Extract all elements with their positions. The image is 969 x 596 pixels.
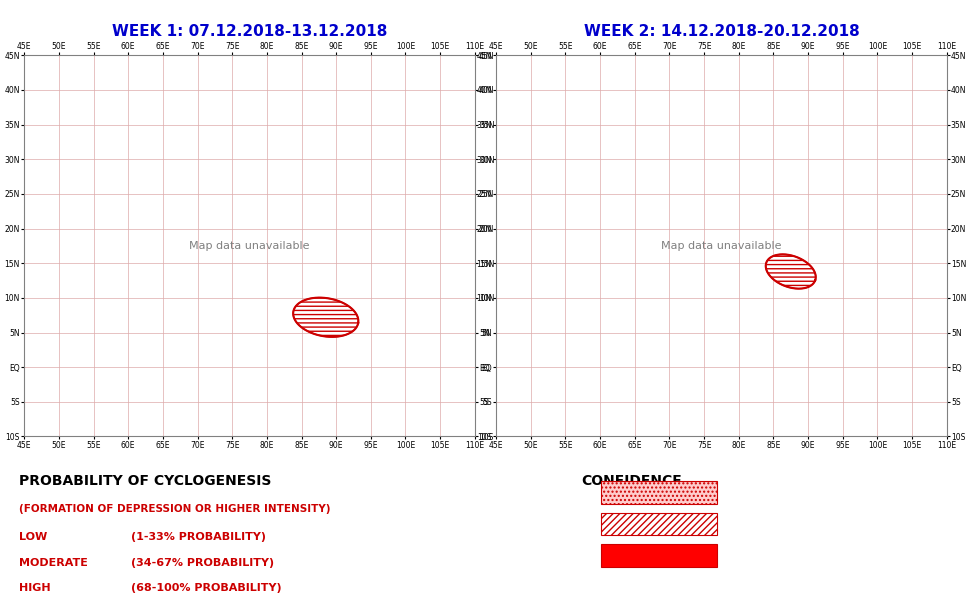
- Text: HIGH: HIGH: [19, 583, 51, 593]
- Polygon shape: [766, 254, 816, 288]
- Polygon shape: [294, 297, 359, 337]
- Bar: [601, 544, 717, 567]
- Text: Map data unavailable: Map data unavailable: [189, 241, 310, 251]
- Text: Map data unavailable: Map data unavailable: [661, 241, 782, 251]
- Text: (1-33% PROBABILITY): (1-33% PROBABILITY): [131, 532, 266, 542]
- Text: LOW: LOW: [19, 532, 47, 542]
- Polygon shape: [766, 254, 816, 288]
- Bar: [601, 482, 717, 504]
- Text: MODERATE: MODERATE: [19, 558, 88, 567]
- Title: WEEK 1: 07.12.2018-13.12.2018: WEEK 1: 07.12.2018-13.12.2018: [111, 24, 388, 39]
- Text: (FORMATION OF DEPRESSION OR HIGHER INTENSITY): (FORMATION OF DEPRESSION OR HIGHER INTEN…: [19, 504, 330, 514]
- Text: CONFIDENCE: CONFIDENCE: [581, 474, 682, 488]
- Polygon shape: [294, 297, 359, 337]
- Text: (34-67% PROBABILITY): (34-67% PROBABILITY): [131, 558, 274, 567]
- Title: WEEK 2: 14.12.2018-20.12.2018: WEEK 2: 14.12.2018-20.12.2018: [583, 24, 860, 39]
- Bar: [601, 513, 717, 535]
- Text: (68-100% PROBABILITY): (68-100% PROBABILITY): [131, 583, 281, 593]
- Text: PROBABILITY OF CYCLOGENESIS: PROBABILITY OF CYCLOGENESIS: [19, 474, 271, 488]
